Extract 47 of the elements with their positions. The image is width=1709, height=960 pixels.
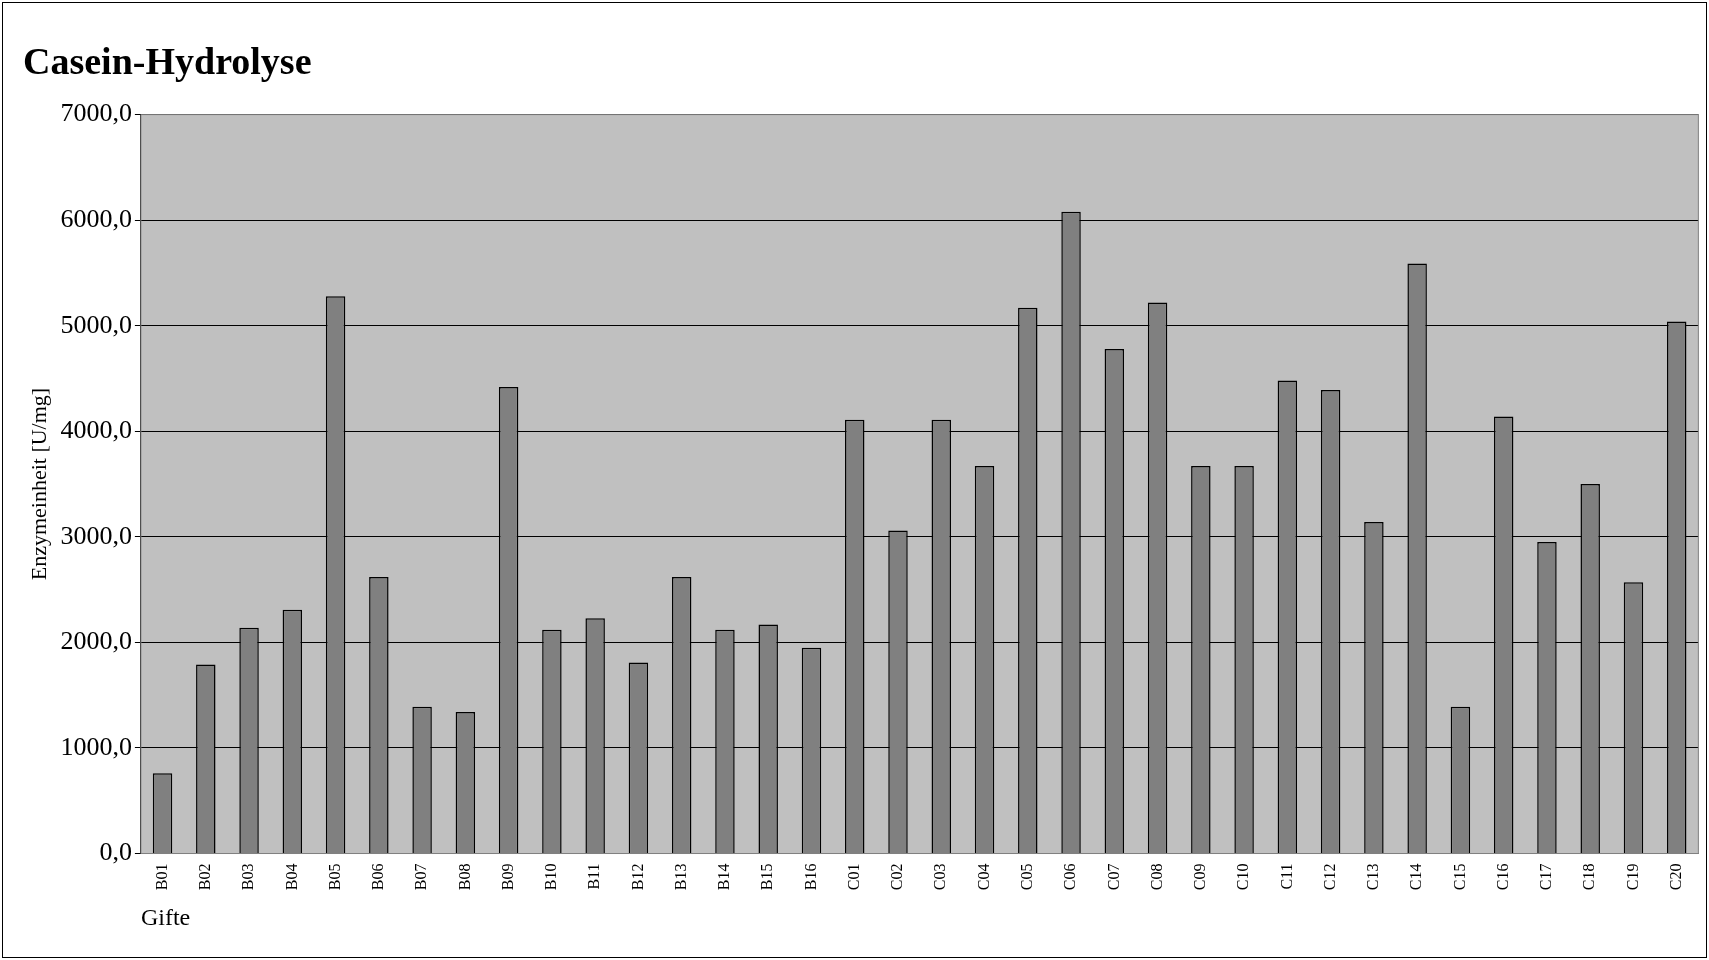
x-tick-label: B14 <box>715 863 733 891</box>
x-tick-label: C01 <box>844 863 862 891</box>
x-tick-label: C20 <box>1666 863 1684 891</box>
x-tick-label: C15 <box>1450 863 1468 891</box>
y-tick-label: 7000,0 <box>60 98 132 128</box>
x-axis-title: Gifte <box>140 903 191 930</box>
x-tick-label: C08 <box>1147 863 1165 891</box>
y-tick-label: 3000,0 <box>60 520 132 550</box>
x-tick-label: B02 <box>196 863 213 891</box>
chart-title: Casein-Hydrolyse <box>23 39 312 82</box>
x-tick-label: B15 <box>758 863 776 891</box>
x-tick-label: C13 <box>1364 863 1382 891</box>
x-tick-label: B01 <box>152 863 170 891</box>
x-tick-label: B09 <box>498 863 516 891</box>
y-tick-label: 0,0 <box>99 837 132 867</box>
x-tick-label: C06 <box>1061 863 1079 891</box>
y-tick-label: 2000,0 <box>60 626 132 656</box>
x-tick-label: C18 <box>1580 863 1598 891</box>
x-tick-label: C10 <box>1234 863 1252 891</box>
x-tick-label: C11 <box>1277 863 1295 890</box>
x-tick-label: B04 <box>282 863 300 891</box>
x-tick-label: C12 <box>1320 863 1338 891</box>
x-tick-label: B05 <box>325 863 343 891</box>
y-tick-label: 1000,0 <box>60 731 132 761</box>
x-tick-label: B07 <box>412 863 430 891</box>
x-tick-label: C05 <box>1017 863 1035 891</box>
x-tick-label: B16 <box>801 863 819 891</box>
x-tick-label: C19 <box>1623 863 1641 891</box>
y-tick-label: 4000,0 <box>60 415 132 445</box>
y-axis-title: Enzymeinheit [U/mg] <box>25 387 51 581</box>
x-tick-label: B11 <box>585 863 603 890</box>
x-tick-label: C09 <box>1191 863 1209 891</box>
x-tick-label: B08 <box>455 863 473 891</box>
x-tick-label: C07 <box>1104 863 1122 891</box>
x-tick-label: C03 <box>931 863 949 891</box>
x-tick-label: B03 <box>239 863 257 891</box>
x-tick-label: B12 <box>628 863 646 891</box>
x-tick-label: C02 <box>888 863 906 891</box>
x-tick-label: B13 <box>671 863 689 891</box>
x-tick-label: B06 <box>369 863 387 891</box>
x-tick-label: C04 <box>974 863 992 891</box>
x-tick-label: B10 <box>542 863 560 891</box>
x-tick-label: C16 <box>1493 863 1511 891</box>
x-tick-label: C14 <box>1407 863 1425 891</box>
y-tick-label: 6000,0 <box>60 203 132 233</box>
y-tick-label: 5000,0 <box>60 309 132 339</box>
x-tick-label: C17 <box>1537 863 1555 891</box>
